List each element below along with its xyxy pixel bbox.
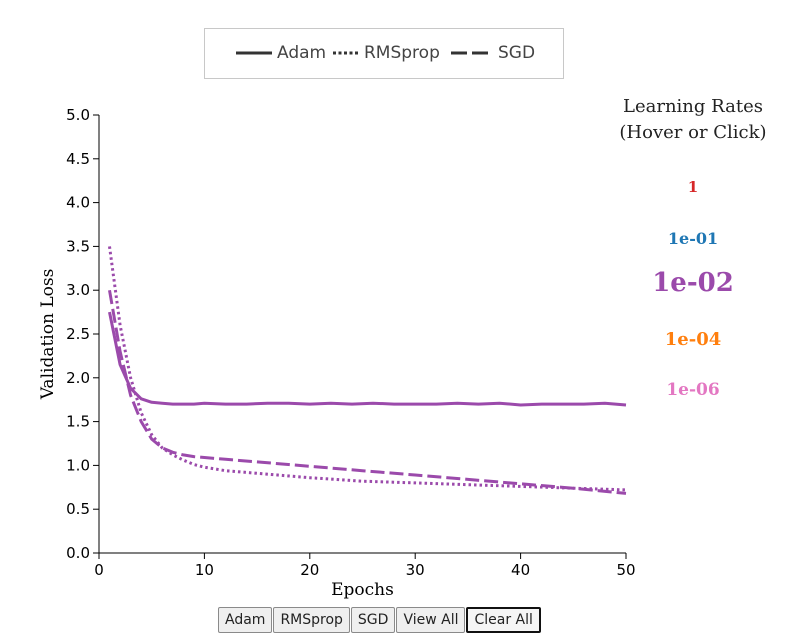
legend-label-sgd: SGD xyxy=(498,43,536,63)
lr-option-1e-04[interactable]: 1e-04 xyxy=(664,329,722,350)
x-tick-label: 20 xyxy=(300,561,319,579)
solid-line-icon xyxy=(236,51,272,55)
adam-button[interactable]: Adam xyxy=(218,607,273,633)
x-tick-label: 0 xyxy=(94,561,104,579)
y-tick-label: 1.0 xyxy=(66,456,90,474)
x-axis-label: Epochs xyxy=(331,580,394,600)
dotted-line-icon xyxy=(333,51,359,55)
y-tick-label: 0.0 xyxy=(66,544,90,562)
rmsprop-button[interactable]: RMSprop xyxy=(273,607,350,633)
legend-item-sgd[interactable]: SGD xyxy=(451,43,535,63)
learning-rates-title: Learning Rates xyxy=(623,96,763,117)
lr-option-1e-06[interactable]: 1e-06 xyxy=(666,380,720,400)
series-line-adam xyxy=(108,311,627,407)
lr-option-1e-02[interactable]: 1e-02 xyxy=(652,268,734,298)
dashed-line-icon xyxy=(451,51,493,55)
y-tick-label: 0.5 xyxy=(66,500,90,518)
y-tick-label: 2.0 xyxy=(66,369,90,387)
view-all-button[interactable]: View All xyxy=(396,607,466,633)
legend-label-rmsprop: RMSprop xyxy=(364,43,440,63)
clear-all-button[interactable]: Clear All xyxy=(466,607,541,633)
y-tick-label: 5.0 xyxy=(66,106,90,124)
y-tick-label: 1.5 xyxy=(66,413,90,431)
series-line-sgd xyxy=(108,289,627,495)
legend-item-adam[interactable]: Adam xyxy=(236,43,326,63)
y-tick-label: 4.0 xyxy=(66,194,90,212)
legend: Adam RMSprop SGD xyxy=(204,28,564,79)
lr-option-1e-01[interactable]: 1e-01 xyxy=(667,229,719,248)
y-tick-label: 2.5 xyxy=(66,325,90,343)
x-tick-label: 50 xyxy=(616,561,635,579)
x-tick-label: 10 xyxy=(195,561,214,579)
y-tick-label: 3.5 xyxy=(66,237,90,255)
legend-label-adam: Adam xyxy=(277,43,327,63)
sgd-button[interactable]: SGD xyxy=(350,607,396,633)
y-axis-label: Validation Loss xyxy=(38,269,58,401)
series-line-rmsprop xyxy=(108,246,627,492)
legend-item-rmsprop[interactable]: RMSprop xyxy=(333,43,440,63)
x-tick-label: 40 xyxy=(511,561,530,579)
x-tick-label: 30 xyxy=(406,561,425,579)
learning-rates-subtitle: (Hover or Click) xyxy=(619,122,767,143)
y-tick-label: 3.0 xyxy=(66,281,90,299)
optimizer-button-row: Adam RMSprop SGD View All Clear All xyxy=(218,607,542,633)
y-tick-label: 4.5 xyxy=(66,150,90,168)
lr-option-1[interactable]: 1 xyxy=(687,178,699,196)
